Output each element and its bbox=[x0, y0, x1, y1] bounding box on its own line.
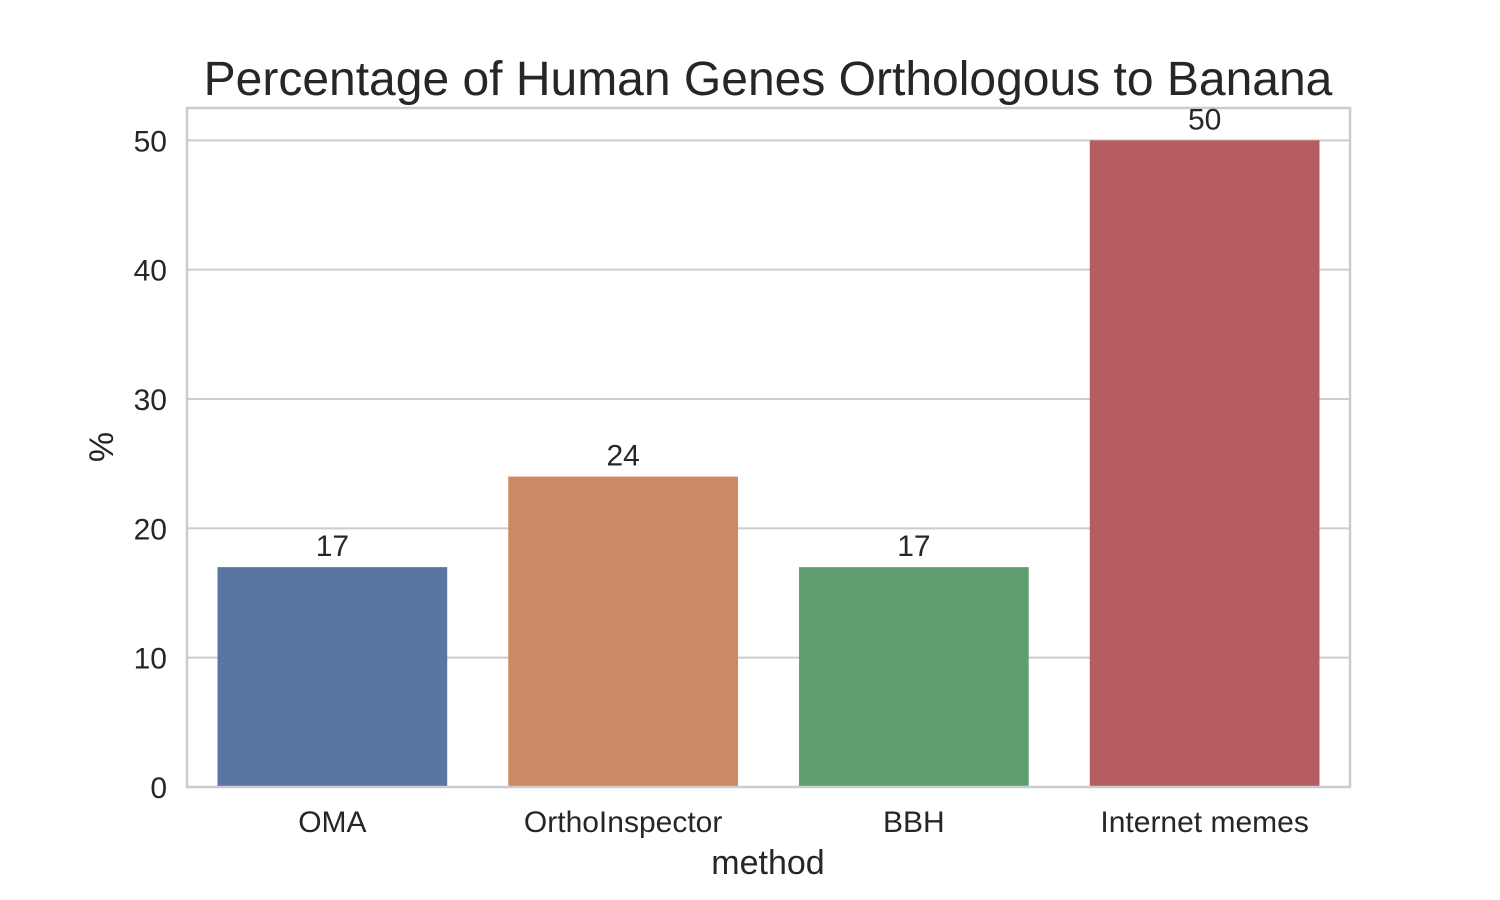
y-tick-label: 50 bbox=[134, 125, 167, 158]
x-tick-labels: OMA OrthoInspector BBH Internet memes bbox=[298, 806, 1309, 839]
bar-value-label: 17 bbox=[316, 530, 349, 563]
chart-title: Percentage of Human Genes Orthologous to… bbox=[204, 53, 1333, 106]
y-tick-label: 30 bbox=[134, 384, 167, 417]
bar-0 bbox=[217, 567, 448, 787]
bar-value-label: 17 bbox=[897, 530, 930, 563]
plot-frame bbox=[185, 106, 1352, 789]
y-tick-labels: 0 10 20 30 40 50 bbox=[134, 125, 167, 805]
x-tick-label: Internet memes bbox=[1100, 806, 1308, 839]
y-tick-label: 0 bbox=[150, 772, 167, 805]
bar-3 bbox=[1089, 140, 1320, 788]
bars bbox=[217, 140, 1320, 788]
y-tick-label: 20 bbox=[134, 513, 167, 546]
y-axis-label: % bbox=[83, 432, 121, 462]
bar-1 bbox=[508, 476, 738, 787]
x-axis-label: method bbox=[711, 844, 824, 882]
x-tick-label: BBH bbox=[883, 806, 945, 839]
bar-value-label: 24 bbox=[606, 440, 639, 473]
y-tick-label: 10 bbox=[134, 643, 167, 676]
bar-2 bbox=[799, 567, 1029, 787]
x-tick-label: OrthoInspector bbox=[524, 806, 722, 839]
y-tick-label: 40 bbox=[134, 255, 167, 288]
data-labels: 17 24 17 50 bbox=[316, 103, 1222, 563]
bar-value-label: 50 bbox=[1188, 103, 1221, 136]
x-tick-label: OMA bbox=[298, 806, 366, 839]
